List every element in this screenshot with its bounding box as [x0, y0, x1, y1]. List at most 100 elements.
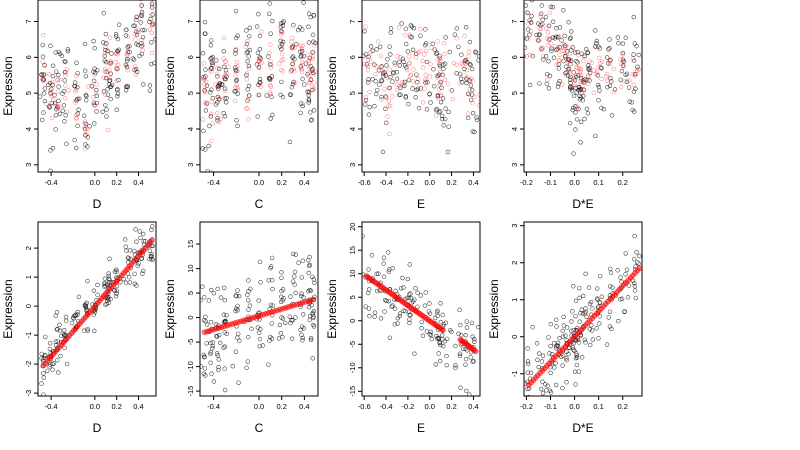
data-point	[55, 339, 60, 344]
fitted-point	[55, 78, 60, 83]
data-point	[222, 86, 228, 91]
data-point	[394, 70, 399, 75]
fitted-point	[407, 60, 412, 65]
fitted-point	[300, 101, 306, 106]
data-point	[582, 116, 587, 122]
data-point	[246, 278, 251, 283]
fitted-point	[55, 89, 61, 94]
data-point	[307, 55, 313, 61]
data-point	[453, 343, 458, 349]
data-point	[43, 334, 48, 340]
data-point	[215, 100, 220, 105]
fitted-point	[290, 46, 295, 51]
data-point	[254, 24, 260, 29]
data-point	[424, 107, 430, 112]
data-point	[128, 256, 133, 262]
data-point	[269, 277, 275, 283]
fitted-point	[202, 82, 207, 87]
fitted-point	[446, 81, 451, 86]
data-point	[551, 55, 557, 60]
data-point	[310, 66, 315, 71]
data-point	[233, 293, 238, 298]
data-point	[267, 76, 273, 81]
data-point	[257, 76, 263, 82]
data-point	[631, 52, 636, 57]
data-point	[456, 331, 461, 337]
data-point	[597, 300, 603, 305]
fitted-point	[462, 60, 467, 65]
fitted-point	[527, 52, 533, 58]
y-tick-label: 7	[24, 19, 33, 23]
data-point	[571, 284, 576, 289]
data-point	[435, 73, 441, 79]
y-tick-label: 20	[348, 223, 357, 231]
data-point	[235, 33, 240, 38]
data-point	[234, 118, 239, 123]
data-point	[53, 127, 58, 132]
x-axis-label: D	[93, 197, 102, 211]
fitted-point	[423, 72, 428, 78]
data-point	[69, 320, 75, 326]
data-point	[58, 353, 63, 359]
data-point	[54, 327, 60, 332]
fitted-point	[565, 59, 571, 65]
data-point	[525, 27, 531, 32]
data-point	[244, 50, 249, 56]
data-point	[547, 351, 552, 356]
fitted-point	[107, 35, 113, 40]
fitted-point	[115, 62, 121, 68]
data-point	[289, 45, 295, 50]
data-point	[40, 77, 46, 82]
data-point	[123, 280, 129, 285]
fitted-point	[573, 64, 579, 70]
data-point	[569, 328, 574, 334]
data-point	[604, 342, 610, 347]
data-point	[234, 306, 239, 312]
y-tick-label: 4	[24, 127, 33, 131]
data-point	[270, 112, 275, 118]
x-tick-label: -0.4	[207, 402, 220, 411]
data-point	[300, 27, 305, 32]
data-point	[221, 111, 226, 116]
fitted-point	[233, 98, 238, 104]
data-point	[422, 303, 428, 308]
data-point	[55, 104, 60, 110]
data-point	[233, 68, 239, 74]
fitted-point	[209, 69, 215, 74]
data-point	[62, 78, 67, 83]
fitted-point	[268, 62, 274, 68]
data-point	[221, 345, 226, 350]
fitted-point	[41, 78, 46, 84]
fitted-point	[148, 13, 154, 18]
fitted-point	[311, 72, 316, 77]
fitted-point	[589, 60, 594, 65]
data-point	[477, 54, 480, 59]
fitted-point	[203, 90, 208, 95]
data-point	[203, 108, 209, 113]
data-point	[54, 69, 59, 74]
data-point	[470, 110, 476, 116]
data-point	[545, 383, 551, 389]
fitted-point	[306, 60, 311, 65]
x-axis-label: C	[255, 197, 264, 211]
data-point	[378, 316, 384, 321]
data-point	[41, 72, 47, 77]
fitted-point	[385, 75, 390, 80]
fitted-point	[310, 296, 317, 303]
data-point	[234, 77, 240, 83]
fitted-point	[420, 65, 426, 70]
fitted-point	[622, 79, 627, 84]
data-point	[536, 38, 541, 43]
fitted-point	[280, 69, 285, 74]
data-point	[216, 357, 221, 362]
fitted-point	[133, 72, 139, 77]
data-point	[571, 70, 576, 75]
data-point	[289, 68, 294, 73]
fitted-point	[422, 52, 427, 57]
data-point	[127, 248, 133, 253]
fitted-point	[408, 73, 413, 79]
fitted-point	[40, 72, 46, 77]
data-point	[268, 62, 273, 67]
y-tick-label: 5	[348, 295, 357, 299]
data-point	[76, 96, 82, 102]
